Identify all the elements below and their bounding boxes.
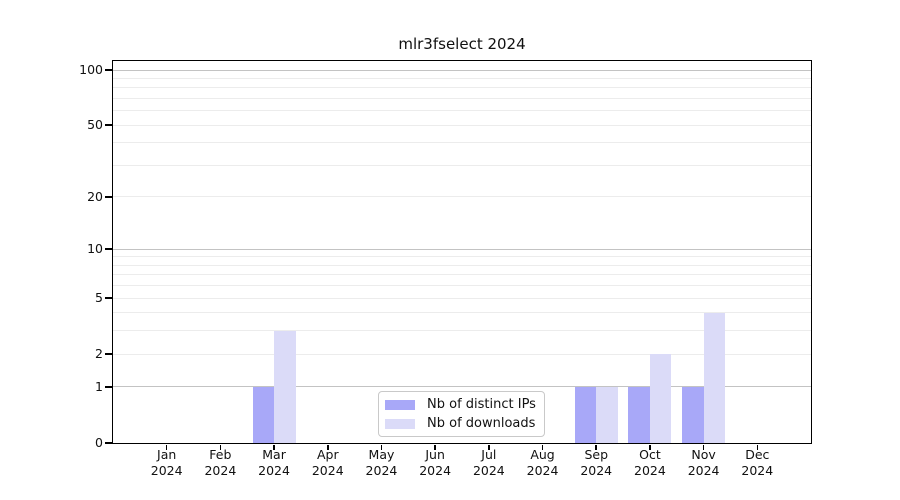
y-tick-label: 1 (95, 378, 103, 394)
bar-distinct-ips (628, 386, 650, 443)
bar-downloads (274, 330, 296, 443)
y-tick-mark (105, 248, 112, 250)
y-tick-label: 20 (87, 188, 103, 204)
y-tick-label: 10 (87, 241, 103, 257)
x-tick-label-year: 2024 (150, 462, 183, 478)
y-tick-mark (105, 69, 112, 71)
y-tick-label: 0 (95, 435, 103, 450)
legend: Nb of distinct IPs Nb of downloads (378, 391, 545, 437)
x-tick-mark (595, 444, 597, 450)
grid-minor-line (113, 297, 811, 299)
grid-minor-line (113, 142, 811, 144)
x-tick-mark (434, 444, 436, 450)
x-tick-label-month: May (368, 447, 395, 462)
x-tick-label: Dec 2024 (725, 447, 789, 478)
x-tick-label: Feb 2024 (188, 447, 252, 478)
grid-minor-line (113, 164, 811, 166)
x-tick-label-year: 2024 (204, 462, 237, 478)
grid-minor-line (113, 124, 811, 126)
x-tick-label-year: 2024 (311, 462, 344, 478)
x-tick-mark (165, 444, 168, 450)
grid-minor-line (113, 274, 811, 276)
grid-major-line (113, 69, 811, 71)
bar-distinct-ips (682, 386, 704, 443)
grid-minor-line (113, 97, 811, 99)
y-tick-mark (105, 196, 112, 198)
x-tick-label-year: 2024 (365, 462, 398, 478)
legend-swatch-distinct-ips (385, 399, 415, 410)
x-tick-mark (327, 444, 329, 450)
x-tick-label-month: Aug (530, 447, 555, 462)
y-tick-label: 5 (95, 290, 103, 306)
x-tick-label: Jul 2024 (457, 447, 521, 478)
bar-distinct-ips (252, 386, 275, 443)
x-tick-mark (219, 444, 222, 450)
grid-minor-line (113, 353, 811, 355)
bar-distinct-ips (574, 386, 597, 443)
bar-downloads (649, 354, 672, 443)
x-tick-label-year: 2024 (634, 462, 666, 478)
bar-downloads (596, 386, 618, 443)
x-tick-mark (756, 444, 759, 450)
x-tick-label-month: Nov (691, 447, 716, 462)
y-tick-mark (105, 353, 112, 355)
legend-label-downloads: Nb of downloads (427, 416, 536, 431)
x-tick-label-month: Apr (316, 447, 339, 462)
legend-item-downloads: Nb of downloads (385, 416, 544, 431)
x-tick-label-month: Jun (425, 447, 445, 462)
x-tick-label: Apr 2024 (296, 447, 360, 478)
x-tick-mark (702, 444, 705, 450)
grid-minor-line (113, 256, 811, 258)
y-tick-label: 50 (87, 117, 103, 133)
grid-minor-line (113, 196, 811, 198)
x-tick-label-year: 2024 (472, 462, 505, 478)
x-tick-label: Oct 2024 (618, 447, 682, 478)
x-tick-label-month: Jul (481, 447, 497, 462)
x-tick-label-month: Oct (639, 447, 661, 462)
grid-major-line (113, 248, 811, 250)
x-tick-label: Aug 2024 (511, 447, 575, 478)
legend-swatch-downloads (385, 418, 415, 429)
x-tick-label-year: 2024 (741, 462, 774, 478)
x-tick-label-year: 2024 (687, 462, 720, 478)
y-tick-mark (105, 124, 112, 126)
x-tick-label: Jan 2024 (135, 447, 199, 478)
x-tick-mark (488, 444, 490, 450)
y-tick-label: 2 (95, 346, 103, 362)
x-tick-label-month: Mar (262, 447, 286, 462)
x-tick-mark (380, 444, 383, 450)
grid-minor-line (113, 285, 811, 287)
grid-minor-line (113, 264, 811, 266)
x-tick-label-month: Sep (584, 447, 608, 462)
bar-downloads (703, 312, 726, 443)
x-tick-label-year: 2024 (526, 462, 559, 478)
x-tick-label: Sep 2024 (564, 447, 628, 478)
x-tick-label-month: Jan (157, 447, 177, 462)
chart-title: mlr3fselect 2024 (398, 35, 526, 53)
grid-minor-line (113, 110, 811, 112)
x-tick-label: Jun 2024 (403, 447, 467, 478)
y-tick-mark (105, 386, 112, 388)
x-tick-label-month: Dec (745, 447, 770, 462)
x-tick-label: Nov 2024 (672, 447, 736, 478)
grid-minor-line (113, 330, 811, 332)
x-tick-label-month: Feb (209, 447, 232, 462)
x-tick-label-year: 2024 (580, 462, 613, 478)
x-tick-label: May 2024 (349, 447, 413, 478)
y-tick-label: 100 (79, 62, 103, 77)
grid-minor-line (113, 312, 811, 314)
grid-major-line (113, 386, 811, 388)
legend-item-distinct-ips: Nb of distinct IPs (385, 397, 544, 412)
x-tick-label: Mar 2024 (242, 447, 306, 478)
x-tick-mark (541, 444, 544, 450)
grid-minor-line (113, 77, 811, 79)
x-tick-mark (649, 444, 651, 450)
y-tick-mark (105, 442, 112, 444)
legend-label-distinct-ips: Nb of distinct IPs (427, 397, 536, 412)
y-tick-mark (105, 297, 112, 299)
x-tick-label-year: 2024 (258, 462, 290, 478)
x-tick-mark (273, 444, 275, 450)
grid-minor-line (113, 87, 811, 89)
x-tick-label-year: 2024 (419, 462, 452, 478)
